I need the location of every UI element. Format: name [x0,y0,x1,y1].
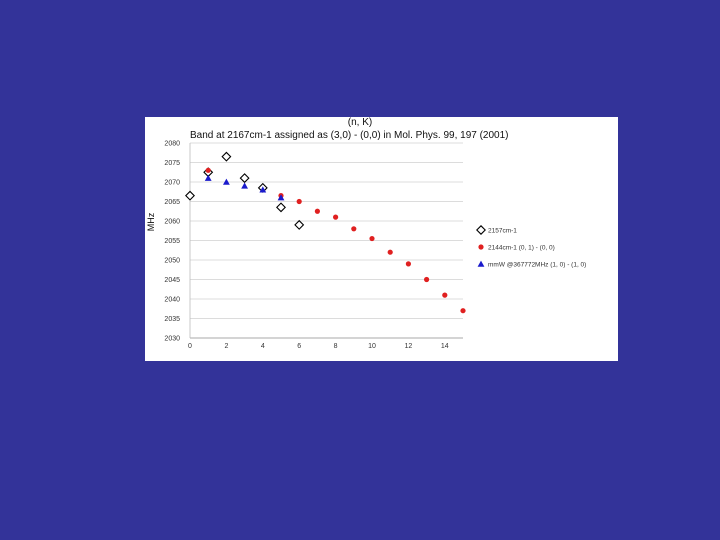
y-tick-label: 2040 [164,297,180,304]
x-tick-label: 8 [334,343,338,350]
legend-label-series-1: 2157cm-1 [488,228,517,235]
y-tick-label: 2055 [164,238,180,245]
data-point-series-1 [294,219,305,230]
data-point-series-1 [239,173,250,184]
data-point-series-3 [277,194,285,201]
legend-marker-series-2 [478,244,484,250]
chart-title: Band at 2167cm-1 assigned as (3,0) - (0,… [190,130,509,141]
data-point-series-1 [276,202,286,213]
y-tick-label: 2050 [164,258,180,265]
data-point-series-2 [296,198,302,205]
data-point-series-3 [241,182,248,189]
legend-label-series-2: 2144cm-1 (0, 1) - (0, 0) [488,245,555,252]
data-point-series-2 [351,226,357,232]
data-points [185,151,466,314]
data-point-series-2 [405,261,411,267]
y-axis-label: MHz [146,212,156,231]
y-tick-label: 2060 [164,219,180,226]
axes: 2030 2035 2040 2045 2050 2055 2060 2065 2070 2075… [164,141,463,350]
y-tick-label: 2035 [164,316,180,323]
x-tick-label: 2 [224,343,228,350]
grid [190,142,463,339]
legend-marker-series-3 [477,260,485,267]
data-point-series-3 [259,186,267,193]
x-tick-label: 6 [297,343,301,350]
x-tick-label: 10 [368,343,376,350]
data-point-series-2 [314,208,320,214]
data-point-series-2 [442,292,448,298]
data-point-series-2 [205,167,211,173]
x-tick-label: 0 [188,343,192,350]
y-tick-label: 2045 [164,277,180,284]
y-tick-label: 2030 [164,336,180,343]
data-point-series-3 [223,178,230,185]
data-point-series-2 [369,235,375,242]
y-tick-label: 2065 [164,199,180,206]
data-point-series-2 [387,249,393,255]
x-tick-label: 12 [405,343,413,350]
data-point-series-3 [204,174,212,181]
data-point-series-2 [460,308,466,314]
data-point-series-1 [221,151,232,162]
legend-label-series-3: mmW @367772MHz (1, 0) - (1, 0) [488,262,586,269]
legend-marker-series-1 [476,225,486,235]
y-tick-label: 2080 [164,141,180,148]
x-tick-label: 14 [441,343,449,350]
y-tick-label: 2075 [164,160,180,167]
data-point-series-2 [333,214,339,220]
scatter-chart: (n, K) Band at 2167cm-1 assigned as (3,0… [146,117,586,350]
y-tick-label: 2070 [164,180,180,187]
data-point-series-2 [424,276,430,283]
x-tick-label: 4 [261,343,265,350]
data-point-series-1 [185,190,195,201]
chart-panel: (n, K) Band at 2167cm-1 assigned as (3,0… [145,117,618,361]
chart-subtitle: (n, K) [348,117,372,128]
legend: 2157cm-1 2144cm-1 (0, 1) - (0, 0) mmW @367… [476,225,586,269]
